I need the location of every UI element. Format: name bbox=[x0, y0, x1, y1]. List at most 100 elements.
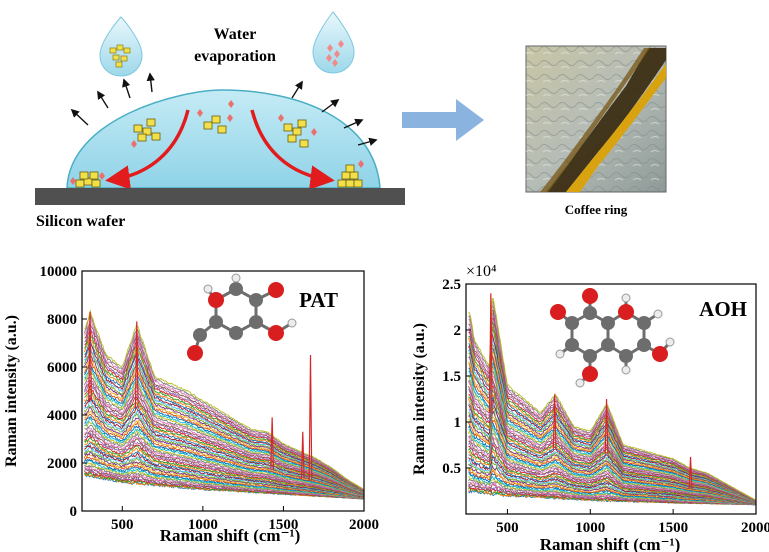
edge-diamonds bbox=[70, 160, 364, 185]
coffee-ring-label: Coffee ring bbox=[565, 202, 628, 217]
x-tick-label: 500 bbox=[111, 517, 134, 533]
silicon-wafer bbox=[35, 188, 405, 205]
spectrum-line bbox=[84, 338, 364, 492]
spectrum-line bbox=[468, 389, 756, 503]
spectrum-line bbox=[84, 431, 364, 497]
spectrum-line bbox=[84, 429, 364, 497]
pat-axes: 500 1000 1500 2000 0 2000 4000 6000 8000 10000 bbox=[40, 264, 380, 533]
spectrum-line bbox=[468, 381, 756, 503]
process-arrow bbox=[402, 99, 484, 141]
spectrum-line bbox=[84, 350, 364, 493]
spectrum-line bbox=[84, 415, 364, 497]
spectrum-line bbox=[468, 458, 756, 505]
spectrum-line bbox=[84, 436, 364, 498]
spectrum-line bbox=[468, 327, 756, 502]
y-tick-label: 8000 bbox=[47, 312, 77, 328]
spectrum-line bbox=[84, 327, 364, 491]
pat-ylabel: Raman intensity (a.u.) bbox=[3, 315, 20, 467]
spectrum-peak bbox=[552, 394, 557, 449]
spectrum-line bbox=[84, 406, 364, 496]
spectrum-line bbox=[468, 418, 756, 504]
capillary-flow-arrows bbox=[105, 109, 335, 190]
spectrum-line bbox=[84, 458, 364, 499]
x-tick-label: 2000 bbox=[349, 517, 379, 533]
evaporation-label-line2: evaporation bbox=[194, 48, 276, 65]
spectrum-peak bbox=[604, 398, 609, 454]
spectrum-line bbox=[468, 482, 756, 506]
spectrum-line bbox=[84, 384, 364, 495]
coffee-ring-photo bbox=[525, 45, 667, 193]
y-tick-label: 0 bbox=[70, 504, 78, 520]
spectrum-line bbox=[468, 435, 756, 504]
y-tick-label: 6000 bbox=[47, 360, 77, 376]
aoh-multiplier: ×10⁴ bbox=[466, 263, 497, 280]
x-tick-label: 2000 bbox=[741, 520, 769, 536]
aoh-molecule-atoms bbox=[550, 288, 675, 388]
spectrum-line bbox=[468, 463, 756, 505]
evaporation-label-line1: Water bbox=[214, 26, 257, 43]
chart-aoh: 500 1000 1500 2000 0.5 1 1.5 2 2.5 ×10⁴ Raman sh… bbox=[411, 263, 769, 552]
edge-deposit-right bbox=[337, 164, 363, 188]
spectrum-line bbox=[468, 443, 756, 505]
x-tick-label: 1500 bbox=[658, 520, 688, 536]
spectrum-peak bbox=[300, 431, 305, 479]
y-tick-label: 1.5 bbox=[442, 369, 461, 385]
spectrum-line bbox=[468, 317, 756, 502]
pat-spectra bbox=[83, 309, 364, 500]
spectrum-line bbox=[468, 309, 756, 501]
spectrum-line bbox=[83, 312, 364, 490]
spectrum-line bbox=[84, 358, 364, 493]
chart-pat: 500 1000 1500 2000 0 2000 4000 6000 8000 10000 Ra… bbox=[3, 264, 379, 545]
aoh-plot-frame bbox=[465, 283, 757, 515]
spectrum-peak bbox=[688, 456, 693, 489]
spectrum-line bbox=[84, 465, 364, 500]
spectrum-line bbox=[468, 371, 756, 503]
spectrum-line bbox=[84, 326, 364, 491]
aoh-spectra bbox=[468, 293, 756, 506]
spectrum-line bbox=[83, 450, 364, 499]
right-small-droplet bbox=[312, 11, 355, 74]
spectrum-line bbox=[468, 466, 756, 505]
spectrum-line bbox=[468, 399, 756, 503]
spectrum-line bbox=[468, 349, 756, 502]
sessile-droplet bbox=[66, 89, 381, 189]
edge-deposit-left bbox=[75, 171, 101, 188]
droplet-schematic: Water evaporation bbox=[35, 11, 405, 230]
pat-plot-frame bbox=[81, 270, 365, 512]
spectrum-line bbox=[468, 305, 756, 501]
spectrum-line bbox=[84, 390, 364, 495]
suspended-particles bbox=[133, 115, 309, 148]
spectrum-line bbox=[468, 301, 756, 501]
spectrum-peak bbox=[134, 321, 139, 409]
spectrum-line bbox=[468, 374, 756, 503]
spectrum-line bbox=[84, 396, 364, 495]
spectrum-line bbox=[84, 354, 364, 493]
aoh-ylabel: Raman intensity (a.u.) bbox=[411, 323, 428, 475]
spectrum-line bbox=[83, 456, 364, 499]
pat-molecule-atoms bbox=[187, 273, 297, 361]
spectrum-line bbox=[84, 370, 364, 494]
spectrum-line bbox=[84, 364, 364, 493]
spectrum-line bbox=[468, 298, 756, 501]
spectrum-line bbox=[468, 321, 756, 502]
spectrum-line bbox=[468, 433, 756, 504]
y-tick-label: 1 bbox=[454, 415, 462, 431]
spectrum-line bbox=[468, 410, 756, 504]
spectrum-line bbox=[84, 309, 364, 490]
spectrum-line bbox=[84, 454, 364, 499]
spectrum-line bbox=[84, 322, 364, 491]
y-tick-label: 4000 bbox=[47, 408, 77, 424]
spectrum-line bbox=[468, 338, 756, 502]
spectrum-line bbox=[468, 476, 756, 505]
spectrum-line bbox=[84, 366, 364, 493]
aoh-xlabel: Raman shift (cm⁻¹) bbox=[540, 535, 681, 552]
spectrum-line bbox=[84, 421, 364, 497]
spectrum-peak bbox=[308, 354, 313, 481]
spectrum-line bbox=[468, 435, 756, 504]
spectrum-peak bbox=[488, 293, 493, 413]
spectrum-line bbox=[84, 427, 364, 497]
spectrum-peak bbox=[270, 417, 275, 470]
spectrum-line bbox=[84, 358, 364, 493]
y-tick-label: 0.5 bbox=[442, 461, 461, 477]
